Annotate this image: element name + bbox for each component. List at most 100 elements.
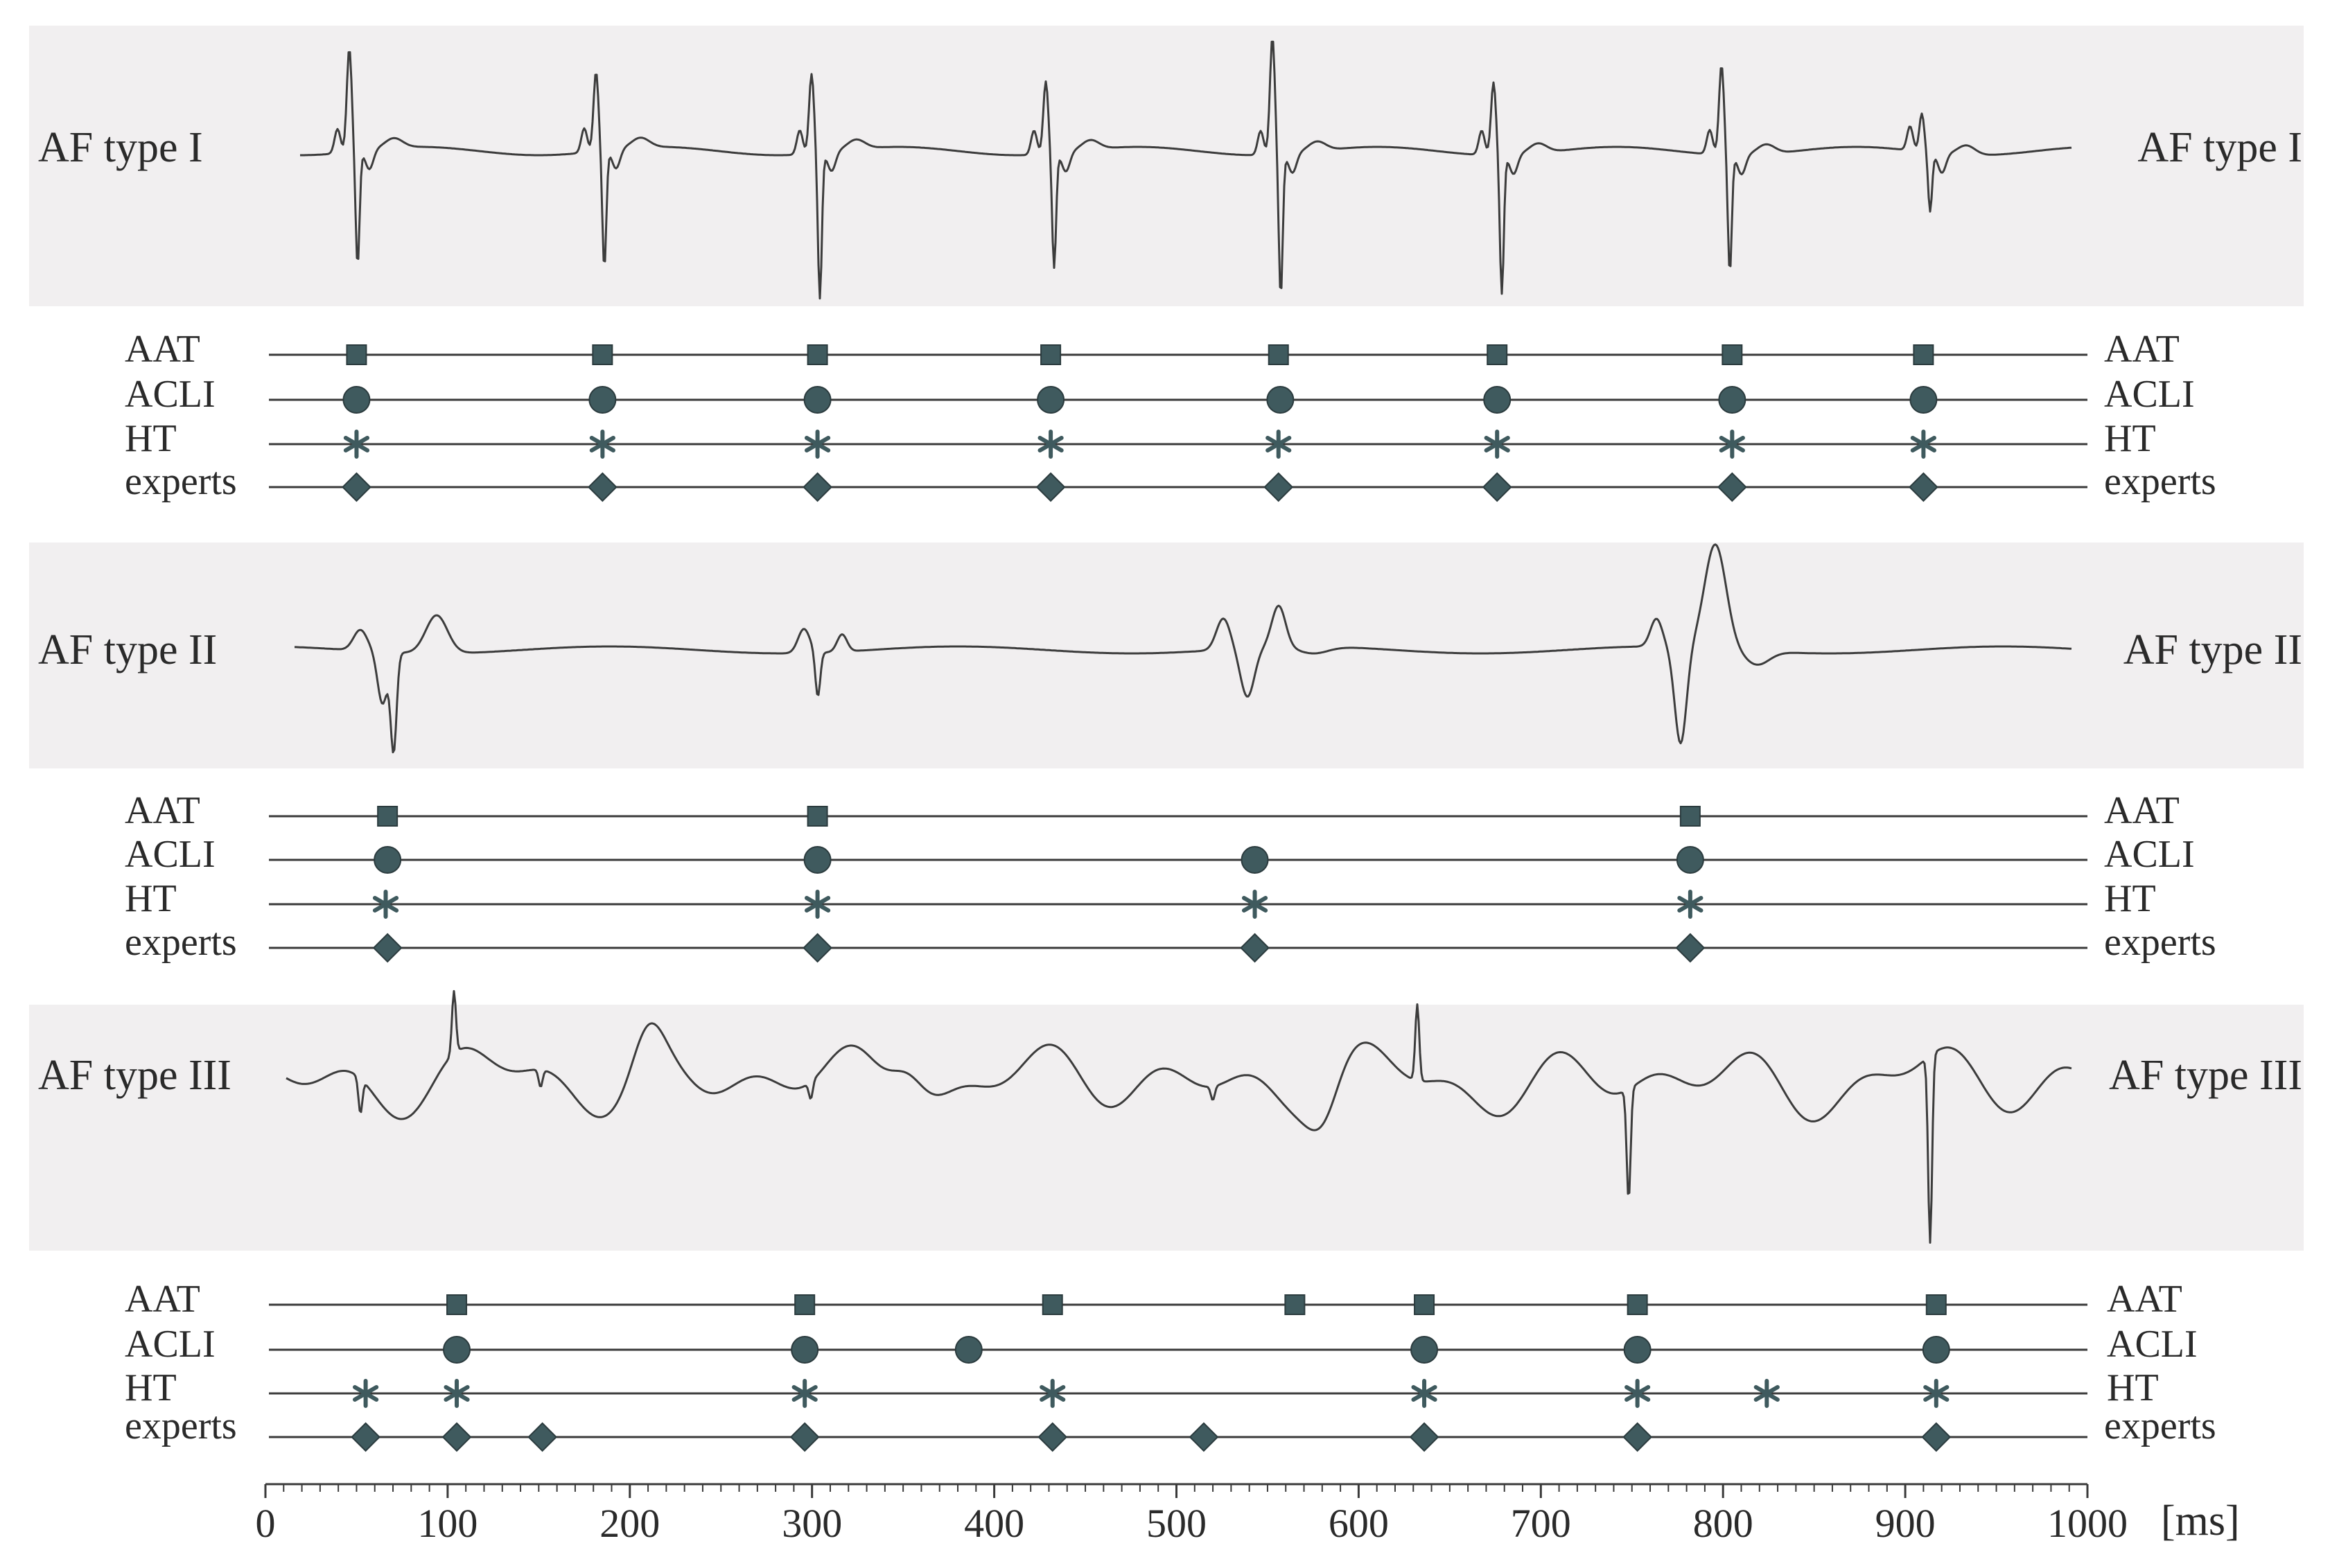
marker-experts	[1189, 1422, 1219, 1452]
marker-experts	[351, 1422, 381, 1452]
signal-trace-af-type-1	[300, 40, 2072, 300]
panel-1-title-right: AF type I	[2137, 124, 2302, 171]
panel-1-title-left: AF type I	[38, 124, 203, 171]
marker-ht	[444, 1379, 470, 1408]
marker-acli	[1909, 386, 1938, 414]
marker-ht	[589, 430, 615, 459]
marker-acli	[803, 386, 832, 414]
marker-experts	[1622, 1422, 1653, 1452]
axis-tick-label: 0	[256, 1501, 276, 1546]
axis-tick-label: 600	[1329, 1501, 1389, 1546]
marker-experts	[803, 933, 833, 963]
markers-panel-2	[372, 806, 1706, 963]
marker-aat	[1284, 1294, 1306, 1315]
track-label-aat-left-3: AAT	[125, 1278, 200, 1321]
marker-aat	[1913, 344, 1934, 365]
marker-aat	[794, 1294, 816, 1315]
marker-experts	[1263, 472, 1294, 502]
panel-2-title-right: AF type II	[2123, 626, 2302, 673]
signal-panel-2-background	[29, 543, 2304, 768]
marker-experts	[1409, 1422, 1439, 1452]
axis-tick-label: 200	[599, 1501, 660, 1546]
track-label-ht-left-2: HT	[125, 877, 177, 920]
panel-2-title-left: AF type II	[38, 626, 217, 673]
track-label-experts-left-1: experts	[125, 460, 237, 503]
marker-experts	[587, 472, 617, 502]
marker-acli	[1037, 386, 1065, 414]
track-label-ht-right-1: HT	[2104, 417, 2156, 460]
marker-experts	[441, 1422, 472, 1452]
marker-aat	[807, 344, 828, 365]
marker-aat	[1042, 1294, 1063, 1315]
track-label-ht-right-3: HT	[2107, 1366, 2159, 1409]
marker-aat	[1679, 806, 1701, 827]
markers-panel-1	[342, 344, 1938, 502]
axis-tick-label: 400	[964, 1501, 1024, 1546]
panel-3-title-right: AF type III	[2109, 1052, 2302, 1099]
panel-3-title-left: AF type III	[38, 1052, 231, 1099]
marker-aat	[592, 344, 613, 365]
marker-ht	[343, 430, 370, 459]
marker-experts	[342, 472, 371, 502]
marker-acli	[803, 846, 832, 874]
track-label-experts-right-3: experts	[2104, 1404, 2216, 1447]
marker-aat	[346, 344, 367, 365]
marker-ht	[1037, 430, 1064, 459]
marker-acli	[1676, 846, 1704, 874]
marker-ht	[1040, 1379, 1066, 1408]
marker-experts	[1240, 933, 1270, 963]
track-label-acli-left-1: ACLI	[125, 373, 216, 416]
marker-aat	[1268, 344, 1289, 365]
track-label-experts-right-1: experts	[2104, 460, 2216, 503]
annotation-tracks-3: AAT ACLI HT experts AAT ACLI HT experts	[125, 1278, 2216, 1452]
marker-acli	[954, 1336, 983, 1364]
marker-acli	[443, 1336, 471, 1364]
axis-tick-label: 800	[1693, 1501, 1753, 1546]
track-label-acli-right-3: ACLI	[2107, 1323, 2198, 1366]
track-label-acli-right-2: ACLI	[2104, 833, 2195, 876]
marker-aat	[1925, 1294, 1947, 1315]
marker-acli	[1241, 846, 1269, 874]
signal-panel-1-background	[29, 26, 2304, 306]
marker-aat	[446, 1294, 468, 1315]
marker-acli	[1623, 1336, 1652, 1364]
marker-acli	[342, 386, 371, 414]
marker-aat	[807, 806, 828, 827]
marker-ht	[1677, 890, 1703, 919]
marker-acli	[1922, 1336, 1950, 1364]
time-axis: 0 100 200 300 400 500 600 700 800 900 1000 [ms]	[256, 1483, 2240, 1546]
marker-experts	[1921, 1422, 1952, 1452]
marker-aat	[1722, 344, 1743, 365]
marker-ht	[1923, 1379, 1950, 1408]
marker-experts	[1908, 472, 1938, 502]
marker-acli	[1483, 386, 1512, 414]
marker-experts	[803, 472, 833, 502]
marker-ht	[805, 890, 831, 919]
marker-experts	[789, 1422, 820, 1452]
marker-ht	[1265, 430, 1292, 459]
marker-experts	[1482, 472, 1512, 502]
track-label-experts-left-2: experts	[125, 921, 237, 964]
marker-experts	[1717, 472, 1747, 502]
time-axis-unit-label: [ms]	[2161, 1497, 2240, 1544]
marker-ht	[805, 430, 831, 459]
track-label-experts-right-2: experts	[2104, 921, 2216, 964]
track-label-acli-left-3: ACLI	[125, 1323, 216, 1366]
axis-tick-label: 700	[1511, 1501, 1571, 1546]
marker-acli	[791, 1336, 819, 1364]
axis-tick-label: 300	[782, 1501, 842, 1546]
marker-ht	[372, 890, 399, 919]
marker-aat	[1414, 1294, 1435, 1315]
marker-acli	[1410, 1336, 1439, 1364]
track-label-experts-left-3: experts	[125, 1404, 237, 1447]
marker-experts	[372, 933, 403, 963]
track-label-aat-right-1: AAT	[2104, 328, 2180, 371]
marker-acli	[1266, 386, 1295, 414]
time-axis-ticks: 0 100 200 300 400 500 600 700 800 900 1000	[256, 1484, 2128, 1546]
track-label-acli-right-1: ACLI	[2104, 373, 2195, 416]
marker-acli	[1718, 386, 1746, 414]
marker-ht	[1624, 1379, 1651, 1408]
marker-aat	[377, 806, 398, 827]
marker-ht	[1719, 430, 1745, 459]
marker-experts	[1037, 1422, 1068, 1452]
